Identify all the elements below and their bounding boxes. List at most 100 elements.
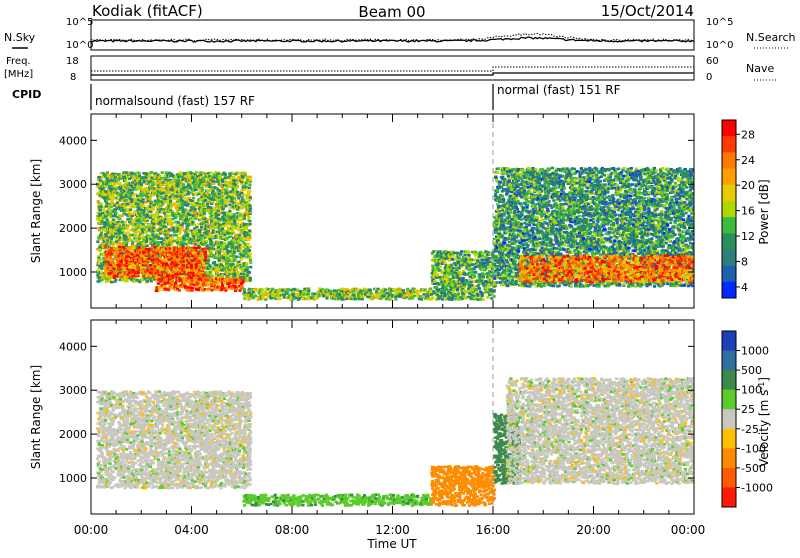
heatmap-cell <box>138 259 141 262</box>
heatmap-cell <box>125 199 128 202</box>
heatmap-cell <box>278 288 281 291</box>
heatmap-cell <box>200 226 203 229</box>
heatmap-cell <box>208 185 211 188</box>
heatmap-cell <box>202 243 205 246</box>
nave-right-tick-top: 60 <box>706 56 719 67</box>
heatmap-cell <box>232 176 235 179</box>
heatmap-cell <box>127 231 130 234</box>
heatmap-cell <box>227 200 230 203</box>
noise-right-tick-bottom: 10^0 <box>706 40 733 51</box>
heatmap-cell <box>221 228 224 231</box>
heatmap-cell <box>120 260 123 263</box>
heatmap-cell <box>133 210 136 213</box>
heatmap-cell <box>204 256 207 259</box>
cpid-label: CPID <box>12 88 41 101</box>
heatmap-cell <box>203 266 206 269</box>
heatmap-cell <box>249 259 252 262</box>
heatmap-cell <box>184 186 187 189</box>
heatmap-cell <box>177 261 180 264</box>
heatmap-cell <box>248 220 251 223</box>
heatmap-cell <box>271 288 274 291</box>
heatmap-cell <box>100 203 103 206</box>
heatmap-cell <box>231 194 234 197</box>
heatmap-cell <box>237 278 240 281</box>
heatmap-cell <box>248 216 251 219</box>
date-title: 15/Oct/2014 <box>601 2 694 20</box>
heatmap-cell <box>171 211 174 214</box>
heatmap-cell <box>424 288 427 291</box>
heatmap-cell <box>192 251 195 254</box>
heatmap-cell <box>165 214 168 217</box>
heatmap-cell <box>179 228 182 231</box>
heatmap-cell <box>249 246 252 249</box>
heatmap-cell <box>113 272 116 275</box>
heatmap-cell <box>97 200 100 203</box>
heatmap-cell <box>158 289 161 292</box>
heatmap-cell <box>141 231 144 234</box>
heatmap-cell <box>439 250 442 253</box>
heatmap-cell <box>152 220 155 223</box>
heatmap-cell <box>191 221 194 224</box>
heatmap-cell <box>159 251 162 254</box>
heatmap-cell <box>248 204 251 207</box>
heatmap-cell <box>236 271 239 274</box>
heatmap-cell <box>281 289 284 292</box>
heatmap-cell <box>194 217 197 220</box>
heatmap-cell <box>110 248 113 251</box>
heatmap-cell <box>99 250 102 253</box>
heatmap-cell <box>225 190 228 193</box>
nave-trace <box>91 67 694 71</box>
heatmap-cell <box>152 207 155 210</box>
heatmap-cell <box>248 256 251 259</box>
heatmap-cell <box>174 281 177 284</box>
heatmap-cell <box>124 221 127 224</box>
heatmap-cell <box>213 261 216 264</box>
heatmap-cell <box>249 253 252 256</box>
heatmap-cell <box>154 262 157 265</box>
heatmap-cell <box>249 223 252 226</box>
beam-title: Beam 00 <box>358 3 425 21</box>
heatmap-cell <box>159 175 162 178</box>
heatmap-cell <box>261 288 264 291</box>
heatmap-cell <box>184 209 187 212</box>
heatmap-cell <box>202 278 205 281</box>
heatmap-cell <box>459 272 462 275</box>
heatmap-cell <box>124 237 127 240</box>
heatmap-cell <box>108 254 111 257</box>
noise-strip: N.Sky 10^5 10^0 10^5 10^0 N.Search <box>4 17 796 51</box>
heatmap-cell <box>117 260 120 263</box>
heatmap-cell <box>121 229 124 232</box>
heatmap-cell <box>212 245 215 248</box>
heatmap-cell <box>191 287 194 290</box>
noise-search-label: N.Search <box>746 31 796 44</box>
noise-strip-frame <box>91 20 694 50</box>
heatmap-cell <box>98 213 101 216</box>
heatmap-cell <box>202 262 205 265</box>
heatmap-cell <box>161 203 164 206</box>
heatmap-cell <box>436 282 439 285</box>
heatmap-cell <box>244 243 247 246</box>
heatmap-cell <box>128 266 131 269</box>
heatmap-cell <box>249 297 252 300</box>
heatmap-cell <box>402 292 405 295</box>
heatmap-cell <box>113 247 116 250</box>
heatmap-cell <box>435 286 438 289</box>
heatmap-cell <box>307 287 310 290</box>
heatmap-cell <box>114 279 117 282</box>
heatmap-cell <box>431 296 434 299</box>
heatmap-cell <box>183 197 186 200</box>
heatmap-cell <box>439 266 442 269</box>
heatmap-cell <box>248 210 251 213</box>
heatmap-cell <box>184 273 187 276</box>
heatmap-cell <box>369 289 372 292</box>
noise-right-tick-top: 10^5 <box>706 17 733 28</box>
heatmap-cell <box>109 256 112 259</box>
heatmap-cell <box>119 274 122 277</box>
heatmap-cell <box>406 288 409 291</box>
heatmap-cell <box>182 183 185 186</box>
heatmap-cell <box>249 179 252 182</box>
heatmap-cell <box>245 249 248 252</box>
heatmap-cell <box>113 268 116 271</box>
freq-left-tick-top: 18 <box>66 56 79 67</box>
heatmap-cell <box>236 223 239 226</box>
